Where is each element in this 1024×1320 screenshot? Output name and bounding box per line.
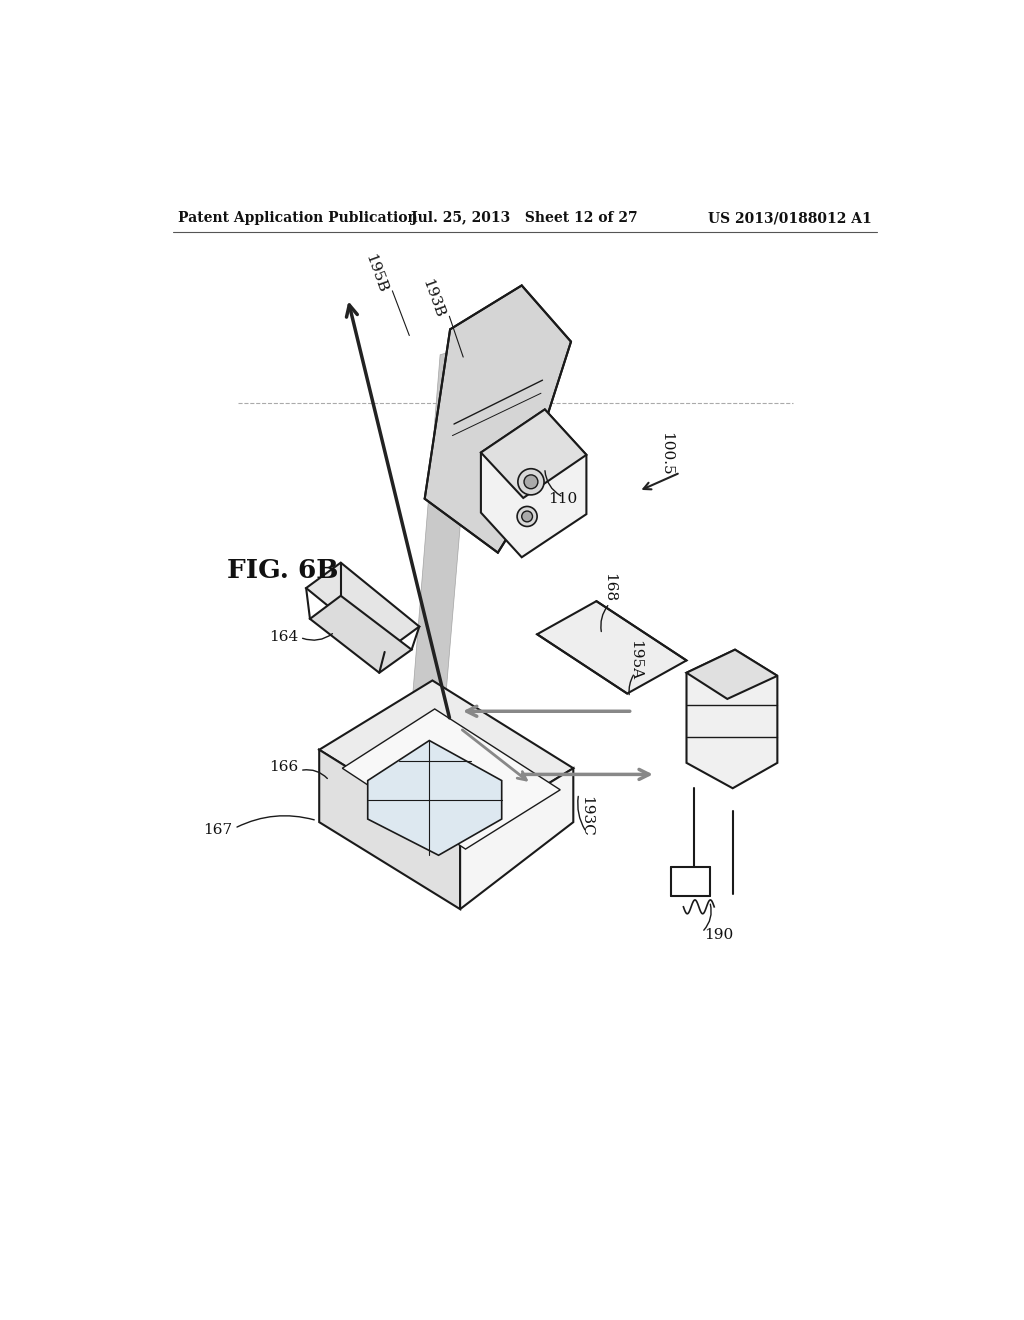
Text: 193C: 193C xyxy=(580,796,593,837)
Polygon shape xyxy=(368,741,502,855)
Text: 195B: 195B xyxy=(361,252,389,296)
Polygon shape xyxy=(319,681,573,837)
Polygon shape xyxy=(425,285,571,553)
Polygon shape xyxy=(686,649,777,788)
Text: 110: 110 xyxy=(548,492,578,506)
Text: FIG. 6B: FIG. 6B xyxy=(226,558,338,583)
Circle shape xyxy=(517,507,538,527)
Polygon shape xyxy=(686,649,777,700)
Polygon shape xyxy=(342,709,560,849)
Text: 193B: 193B xyxy=(419,277,445,319)
Text: 100.5: 100.5 xyxy=(658,432,673,475)
Text: 195A: 195A xyxy=(628,640,642,681)
Circle shape xyxy=(524,475,538,488)
Text: 164: 164 xyxy=(269,631,298,644)
Polygon shape xyxy=(481,409,587,557)
Polygon shape xyxy=(306,562,419,652)
Polygon shape xyxy=(319,750,460,909)
Text: 166: 166 xyxy=(269,760,298,774)
Text: US 2013/0188012 A1: US 2013/0188012 A1 xyxy=(708,211,871,226)
Circle shape xyxy=(518,469,544,495)
Text: Jul. 25, 2013   Sheet 12 of 27: Jul. 25, 2013 Sheet 12 of 27 xyxy=(412,211,638,226)
Text: 190: 190 xyxy=(705,928,733,941)
Text: Patent Application Publication: Patent Application Publication xyxy=(178,211,418,226)
Polygon shape xyxy=(460,768,573,909)
Polygon shape xyxy=(310,595,412,673)
Text: 168: 168 xyxy=(602,573,616,603)
Polygon shape xyxy=(538,601,686,693)
Polygon shape xyxy=(481,409,587,498)
Polygon shape xyxy=(410,345,475,738)
Text: 167: 167 xyxy=(203,822,232,837)
Circle shape xyxy=(521,511,532,521)
